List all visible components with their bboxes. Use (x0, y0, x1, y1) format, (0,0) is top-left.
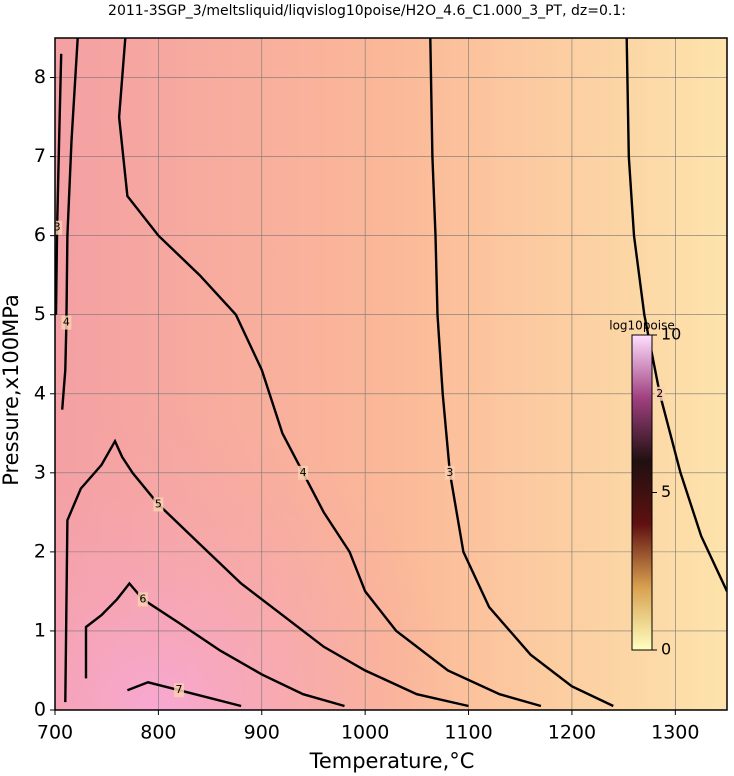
plot-frame (54, 37, 728, 711)
contour-label-bg (55, 220, 63, 235)
contour-line (117, 38, 542, 708)
contour-label: 2 (656, 387, 663, 400)
contour-label: 3 (446, 466, 453, 479)
x-tick-label: 1000 (341, 722, 389, 744)
y-tick-label: 7 (34, 145, 46, 167)
x-tick-label: 700 (37, 722, 73, 744)
y-tick-label: 8 (34, 66, 46, 88)
y-tick-label: 1 (34, 619, 46, 641)
x-axis-label: Temperature,°C (309, 749, 475, 773)
y-tick-label: 3 (34, 461, 46, 483)
y-tick-label: 6 (34, 224, 46, 246)
y-axis-label: Pressure,x100MPa (0, 294, 23, 486)
y-tick-label: 5 (34, 303, 46, 325)
colorbar-tick-label: 5 (661, 482, 671, 501)
chart-title: 2011-3SGP_3/meltsliquid/liqvislog10poise… (108, 3, 626, 19)
contour-label-bg (137, 592, 148, 607)
contour-label-bg (654, 386, 665, 401)
colorbar-tick-label: 10 (661, 325, 681, 344)
contour-label: 3 (54, 221, 61, 234)
colorbar-tick-label: 0 (661, 640, 671, 659)
contour-label-bg (153, 497, 164, 512)
x-tick-label: 800 (140, 722, 176, 744)
y-tick-label: 4 (34, 382, 46, 404)
plot-background-overlay (55, 38, 727, 710)
contour-line (55, 53, 63, 315)
contour-label: 4 (300, 466, 307, 479)
contour-label-bg (298, 465, 309, 480)
contour-label: 4 (63, 316, 70, 329)
x-tick-label: 1200 (548, 722, 596, 744)
contour-line (61, 38, 79, 410)
contour-label: 6 (139, 592, 146, 605)
contour-label-bg (444, 465, 455, 480)
contour-label-bg (61, 315, 72, 330)
y-tick-label: 2 (34, 540, 46, 562)
contour-label-bg (174, 683, 185, 698)
x-tick-label: 1300 (651, 722, 699, 744)
colorbar (631, 334, 653, 651)
colorbar-label: log10poise (609, 319, 675, 333)
x-tick-label: 1100 (444, 722, 492, 744)
x-tick-label: 900 (244, 722, 280, 744)
y-tick-label: 0 (34, 699, 46, 721)
contour-label: 7 (176, 683, 183, 696)
contour-label: 5 (155, 497, 162, 510)
